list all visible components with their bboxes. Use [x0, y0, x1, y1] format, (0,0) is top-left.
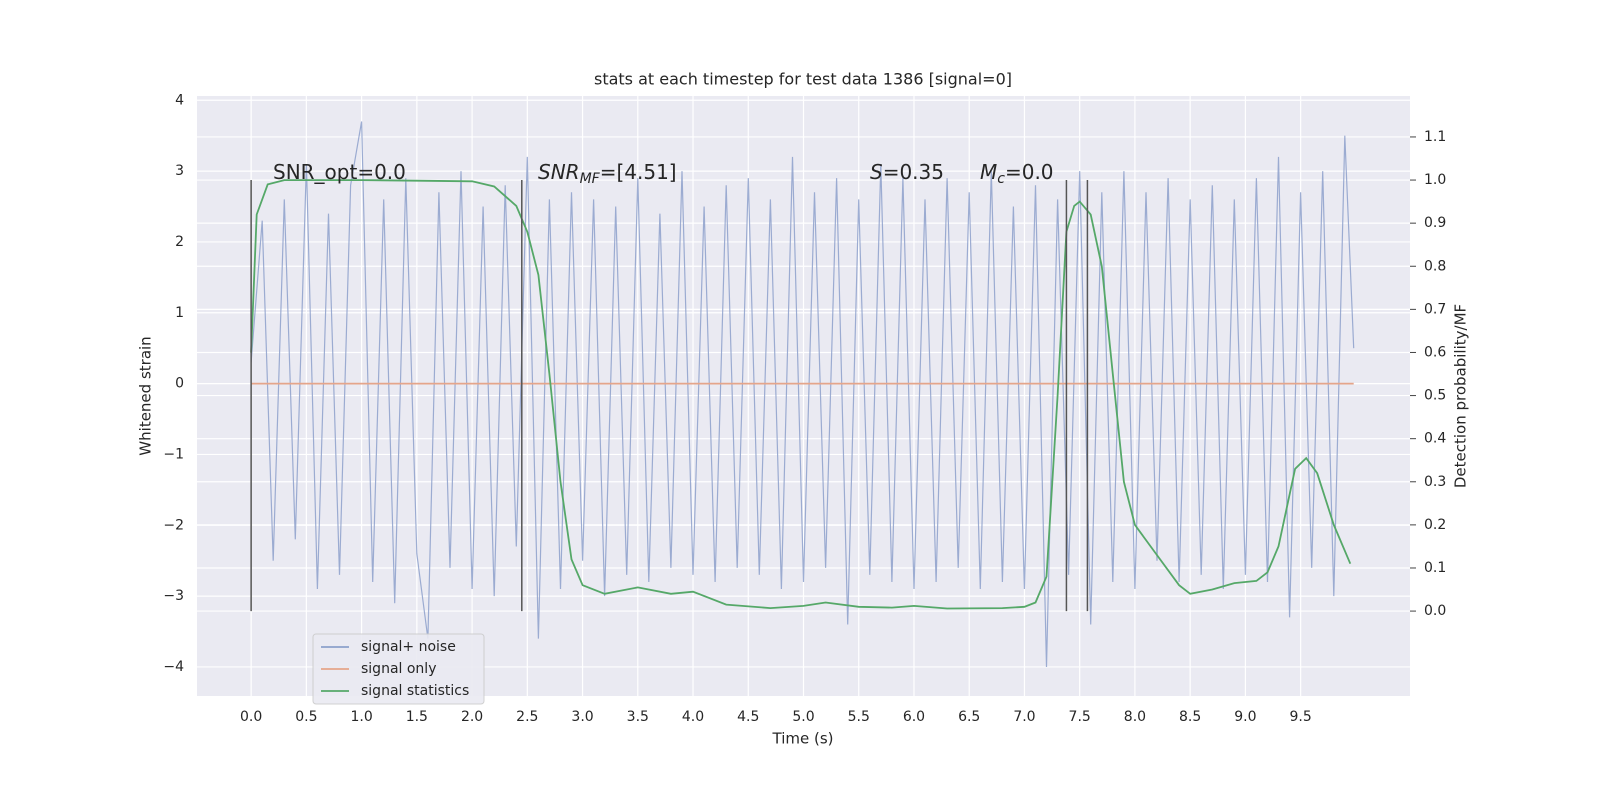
y2-tick-label: 0.9 [1424, 215, 1446, 231]
y-tick-label: 0 [175, 376, 184, 392]
y2-tick-label: 0.7 [1424, 301, 1446, 317]
x-tick-label: 2.5 [516, 709, 538, 725]
x-tick-label: 0.0 [240, 709, 262, 725]
y2-tick-label: 0.5 [1424, 388, 1446, 404]
annotation-subscript: MF [580, 171, 601, 187]
x-tick-label: 9.5 [1289, 709, 1311, 725]
x-tick-label: 6.5 [958, 709, 980, 725]
series-line [250, 179, 1352, 610]
x-tick-label: 9.0 [1234, 709, 1256, 725]
legend-label: signal only [361, 661, 436, 677]
y2-tick-label: 1.0 [1424, 172, 1446, 188]
y2-tick-label: 0.3 [1424, 474, 1446, 490]
y-tick-label: 4 [175, 92, 184, 108]
x-tick-label: 3.0 [571, 709, 593, 725]
legend-label: signal statistics [361, 683, 469, 699]
x-tick-label: 5.0 [792, 709, 814, 725]
x-tick-label: 4.5 [737, 709, 759, 725]
annotation: S=0.35 [870, 160, 944, 184]
y2-tick-label: 1.1 [1424, 129, 1446, 145]
x-tick-label: 1.5 [406, 709, 428, 725]
x-tick-label: 7.5 [1069, 709, 1091, 725]
y2-tick-label: 0.4 [1424, 431, 1446, 447]
annotation-text: =0.35 [883, 160, 944, 184]
y-tick-label: 2 [175, 234, 184, 250]
legend-label: signal+ noise [361, 639, 456, 655]
y-axis-label: Whitened strain [137, 336, 155, 455]
annotation-text: SNR_opt=0.0 [273, 160, 406, 184]
x-tick-label: 8.0 [1124, 709, 1146, 725]
chart-title: stats at each timestep for test data 138… [594, 70, 1012, 89]
x-tick-label: 8.5 [1179, 709, 1201, 725]
x-tick-label: 1.0 [350, 709, 372, 725]
annotation-text: =0.0 [1005, 160, 1054, 184]
annotation-text: =[4.51] [600, 160, 677, 184]
legend-box [312, 633, 485, 705]
y2-tick-label: 0.2 [1424, 517, 1446, 533]
y2-tick-label: 0.0 [1424, 603, 1446, 619]
y-tick-label: −3 [163, 588, 184, 604]
annotation-subscript: c [997, 171, 1005, 187]
x-tick-label: 3.5 [627, 709, 649, 725]
y2-axis-label: Detection probability/MF [1452, 304, 1470, 488]
series-line [250, 121, 1355, 668]
x-tick-label: 5.5 [848, 709, 870, 725]
y-tick-label: 3 [175, 163, 184, 179]
y-tick-label: −4 [163, 659, 184, 675]
y-tick-label: −2 [163, 517, 184, 533]
annotation-symbol: M [980, 160, 997, 184]
x-axis-label: Time (s) [772, 730, 834, 748]
annotation-symbol: S [870, 160, 883, 184]
x-tick-label: 4.0 [682, 709, 704, 725]
x-tick-label: 0.5 [295, 709, 317, 725]
x-tick-label: 6.0 [903, 709, 925, 725]
x-tick-label: 2.0 [461, 709, 483, 725]
x-tick-label: 7.0 [1013, 709, 1035, 725]
y2-tick-label: 0.6 [1424, 344, 1446, 360]
annotation: SNRMF=[4.51] [538, 160, 677, 188]
annotation: SNR_opt=0.0 [273, 160, 406, 184]
y-tick-label: −1 [163, 446, 184, 462]
y-tick-label: 1 [175, 305, 184, 321]
y2-tick-label: 0.1 [1424, 560, 1446, 576]
annotation: Mc=0.0 [980, 160, 1054, 188]
y2-tick-label: 0.8 [1424, 258, 1446, 274]
annotation-symbol: SNR [538, 160, 580, 184]
